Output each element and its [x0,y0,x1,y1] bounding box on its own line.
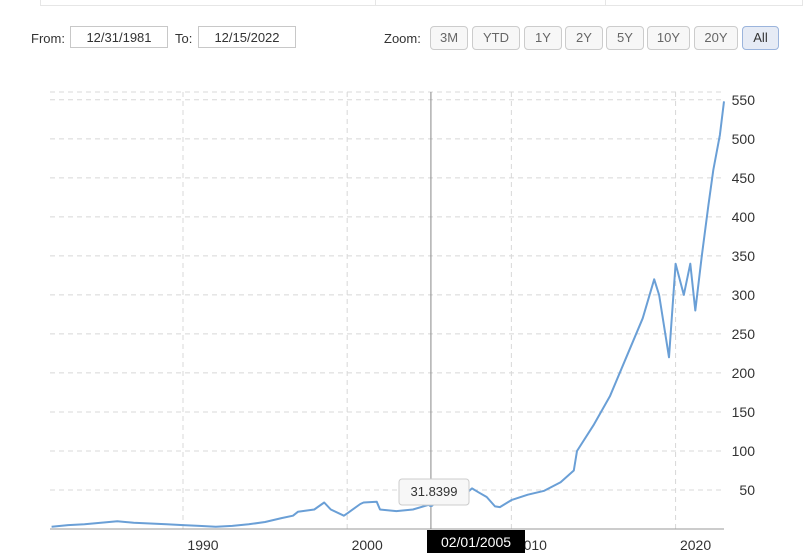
range-selector: From: 12/31/1981 To: 12/15/2022 Zoom: 3M… [0,24,803,54]
y-tick-label: 150 [732,404,756,420]
y-tick-label: 350 [732,248,756,264]
x-tick-label: 1990 [187,537,218,553]
x-tick-label: 2020 [680,537,711,553]
crosshair-date: 02/01/2005 [441,534,511,550]
y-tick-label: 100 [732,443,756,459]
date-flag: 02/01/2005 [427,530,525,553]
tooltip-value: 31.8399 [411,484,458,499]
y-tick-label: 300 [732,287,756,303]
from-date-input[interactable]: 12/31/1981 [70,26,168,48]
y-tick-label: 400 [732,209,756,225]
zoom-3m-button[interactable]: 3M [430,26,468,50]
zoom-label: Zoom: [384,31,421,46]
value-tooltip: 31.8399 [398,478,470,506]
x-tick-label: 2000 [352,537,383,553]
y-axis-labels: 50 100 150 200 250 300 350 400 450 500 550 [732,92,756,498]
zoom-20y-button[interactable]: 20Y [694,26,738,50]
y-tick-label: 50 [739,482,755,498]
top-panel-strip [40,0,803,6]
zoom-5y-button[interactable]: 5Y [606,26,644,50]
y-tick-label: 550 [732,92,756,108]
zoom-1y-button[interactable]: 1Y [524,26,562,50]
y-tick-label: 450 [732,170,756,186]
horizontal-gridlines [50,91,724,491]
strip-divider [605,0,606,6]
y-tick-label: 250 [732,326,756,342]
x-tick-label: 2010 [516,537,547,553]
zoom-all-button[interactable]: All [742,26,779,50]
y-tick-label: 500 [732,131,756,147]
strip-divider [375,0,376,6]
price-series-line [51,101,725,528]
y-tick-label: 200 [732,365,756,381]
to-label: To: [175,31,193,46]
vertical-gridlines [182,92,677,529]
from-label: From: [31,31,65,46]
zoom-10y-button[interactable]: 10Y [647,26,690,50]
zoom-2y-button[interactable]: 2Y [565,26,603,50]
x-axis-labels: 1990 2000 2010 2020 [187,537,711,553]
to-date-input[interactable]: 12/15/2022 [198,26,296,48]
hover-point-marker [427,501,434,508]
zoom-ytd-button[interactable]: YTD [472,26,520,50]
